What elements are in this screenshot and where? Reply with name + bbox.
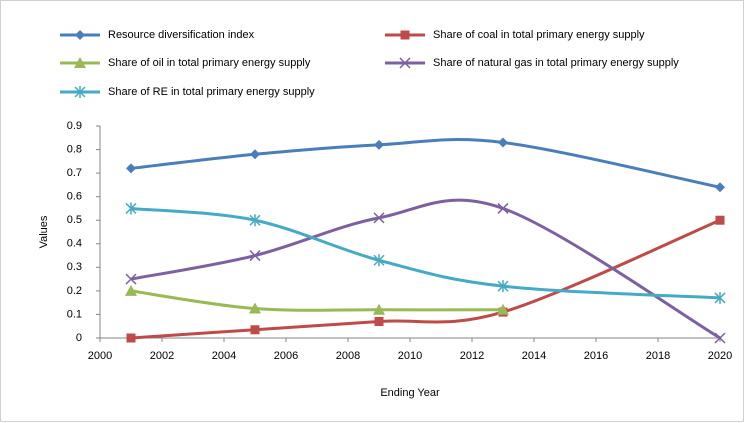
y-tick-label: 0.2	[67, 285, 82, 297]
series-line	[130, 206, 721, 300]
legend-marker	[75, 30, 85, 40]
data-point	[497, 303, 509, 315]
data-point	[373, 212, 385, 224]
series-line	[130, 218, 721, 340]
x-tick-label: 2020	[708, 350, 732, 362]
data-point	[374, 139, 384, 150]
data-point	[497, 202, 509, 214]
data-point	[714, 291, 726, 304]
y-tick-label: 0.1	[67, 308, 82, 320]
x-tick-label: 2002	[150, 350, 174, 362]
data-point	[126, 163, 136, 174]
data-point	[249, 214, 261, 227]
data-point	[715, 215, 725, 225]
series-line	[130, 198, 721, 340]
legend-label: Share of oil in total primary energy sup…	[108, 57, 311, 69]
legend-marker	[399, 57, 411, 69]
legend-marker	[400, 30, 410, 40]
x-tick-label: 2016	[584, 350, 608, 362]
data-point	[497, 280, 509, 293]
y-tick-label: 0.6	[67, 191, 82, 203]
data-point	[249, 250, 261, 262]
y-tick-label: 0.8	[67, 143, 82, 155]
x-tick-label: 2012	[460, 350, 484, 362]
data-point	[126, 333, 136, 343]
data-point	[125, 202, 137, 215]
series-line	[130, 138, 721, 189]
x-tick-label: 2018	[646, 350, 670, 362]
y-tick-label: 0.3	[67, 261, 82, 273]
legend-label: Share of RE in total primary energy supp…	[108, 86, 315, 98]
data-point	[125, 284, 137, 296]
legend-marker	[74, 57, 86, 68]
y-axis-label: Values	[38, 215, 50, 248]
y-tick-label: 0.4	[67, 238, 82, 250]
x-tick-label: 2006	[274, 350, 298, 362]
data-point	[374, 317, 384, 327]
legend-label: Share of natural gas in total primary en…	[433, 57, 679, 69]
x-tick-label: 2004	[212, 350, 236, 362]
data-point	[250, 325, 260, 335]
x-axis-label: Ending Year	[380, 387, 440, 399]
legend-label: Resource diversification index	[108, 29, 255, 41]
y-tick-label: 0	[76, 332, 82, 344]
x-tick-label: 2000	[88, 350, 112, 362]
y-tick-label: 0.5	[67, 214, 82, 226]
data-point	[249, 302, 261, 314]
y-tick-label: 0.7	[67, 167, 82, 179]
series-line	[130, 289, 504, 312]
legend-label: Share of coal in total primary energy su…	[433, 29, 645, 41]
x-tick-label: 2010	[398, 350, 422, 362]
data-point	[250, 149, 260, 160]
x-tick-label: 2008	[336, 350, 360, 362]
x-tick-label: 2014	[522, 350, 546, 362]
y-tick-label: 0.9	[67, 120, 82, 132]
data-point	[373, 254, 385, 267]
data-point	[715, 182, 725, 193]
data-point	[125, 273, 137, 285]
data-point	[498, 137, 508, 148]
data-point	[714, 332, 726, 344]
data-point	[373, 303, 385, 315]
legend-marker	[74, 86, 86, 98]
